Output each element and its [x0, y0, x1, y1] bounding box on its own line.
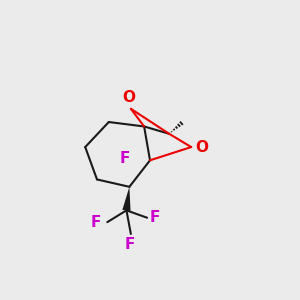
Text: O: O [195, 140, 208, 154]
Text: O: O [122, 90, 135, 105]
Polygon shape [122, 187, 130, 211]
Text: F: F [149, 210, 160, 225]
Text: F: F [125, 238, 136, 252]
Text: F: F [91, 214, 101, 230]
Text: F: F [120, 151, 130, 166]
